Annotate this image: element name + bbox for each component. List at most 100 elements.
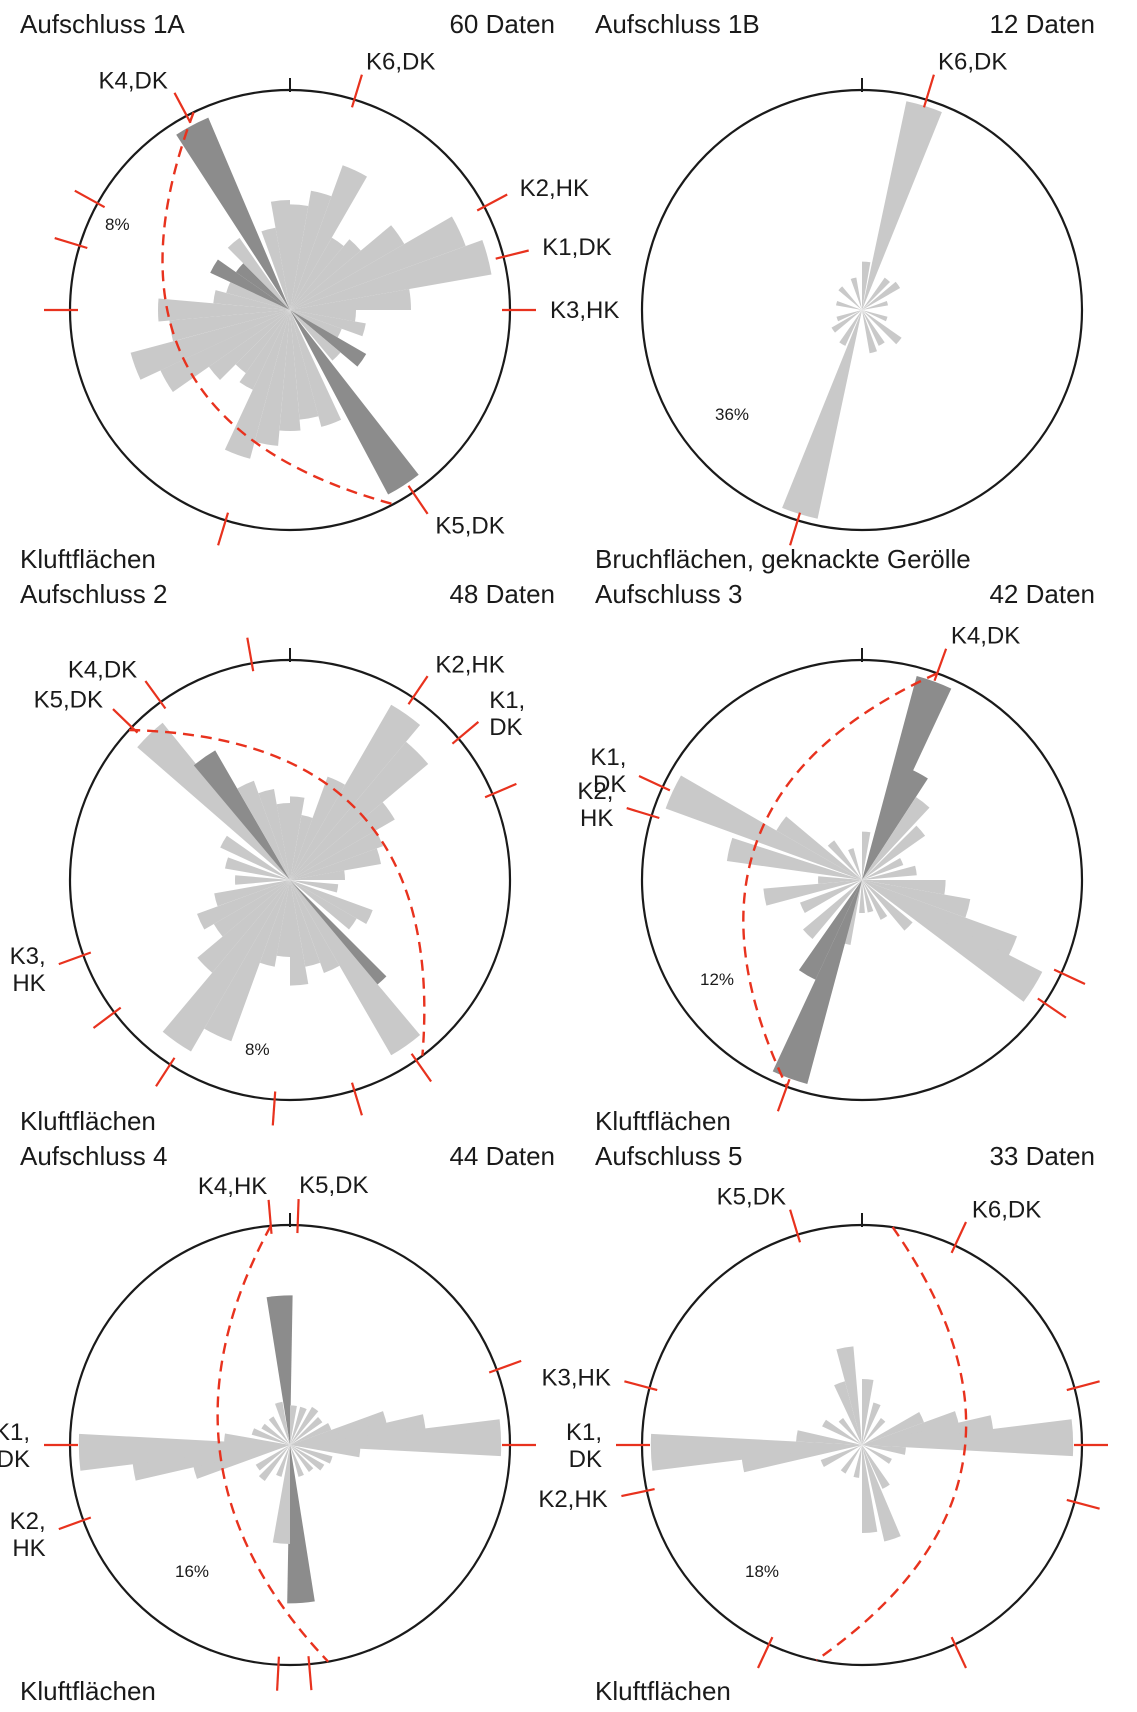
rose-petal — [261, 1423, 290, 1445]
set-tick — [173, 92, 192, 124]
set-tick — [776, 1078, 791, 1112]
set-label: K2,HK — [577, 778, 613, 832]
rose-petal — [213, 290, 290, 310]
rose-petal — [225, 857, 290, 880]
panel-caption: Kluftflächen — [595, 1106, 731, 1136]
set-tick — [267, 1199, 273, 1234]
set-tick — [789, 1209, 802, 1243]
great-circle-arc — [161, 111, 394, 506]
set-label: K5,DK — [435, 513, 504, 540]
rose-petal — [839, 310, 862, 346]
rose-petal — [862, 310, 902, 345]
data-count: 12 Daten — [989, 9, 1095, 39]
rose-petal — [290, 880, 339, 893]
rose-petal — [290, 204, 309, 310]
rose-petal — [853, 1445, 862, 1478]
rose-petal — [796, 1430, 862, 1445]
rose-petal — [130, 310, 290, 380]
scale-percent-label: 12% — [700, 970, 734, 989]
rose-petal — [192, 1445, 290, 1479]
rose-petal — [290, 1405, 297, 1445]
set-tick — [638, 775, 671, 792]
panel-caption: Kluftflächen — [20, 1676, 156, 1706]
rose-petal — [862, 831, 871, 880]
rose-petal — [836, 1346, 862, 1445]
rose-petal — [270, 200, 290, 310]
scale-percent-label: 8% — [245, 1040, 270, 1059]
set-label: K4,DK — [951, 623, 1020, 650]
rose-petal — [276, 803, 290, 880]
set-tick — [1037, 997, 1067, 1019]
panel-title: Aufschluss 3 — [595, 579, 742, 609]
rose-petal — [223, 1433, 290, 1445]
rose-plot: K6,DK 36% — [640, 48, 1084, 546]
rose-petal — [290, 240, 492, 310]
panel-title: Aufschluss 1A — [20, 9, 185, 39]
set-label: K2,HK — [10, 1508, 46, 1562]
rose-petal — [290, 310, 341, 361]
rose-petal — [862, 880, 913, 931]
rose-petal — [862, 865, 917, 880]
set-tick — [350, 1082, 363, 1116]
set-label: K5,DK — [299, 1172, 368, 1199]
rose-petal — [290, 1411, 388, 1445]
rose-petal — [290, 310, 342, 427]
rose-petal — [800, 880, 862, 913]
rose-petal — [290, 848, 381, 880]
rose-petal — [255, 1445, 290, 1471]
data-count: 60 Daten — [449, 9, 555, 39]
set-tick — [144, 680, 167, 710]
rose-petal — [862, 1412, 924, 1445]
set-label: K1,DK — [590, 744, 626, 798]
rose-petal — [798, 880, 862, 980]
rose-petal — [290, 225, 405, 310]
panel-caption: Bruchflächen, geknackte Gerölle — [595, 544, 971, 574]
set-label: K3,HK — [10, 943, 46, 997]
rose-petal — [290, 880, 387, 992]
set-label: K4,HK — [198, 1173, 267, 1200]
rose-petal — [862, 880, 946, 895]
set-tick — [276, 1656, 280, 1691]
rose-petal — [838, 1418, 862, 1445]
panel-aufschluss-4: Aufschluss 4 44 Daten Kluftflächen K4,HK… — [0, 1141, 555, 1706]
rose-petal — [862, 880, 874, 913]
rose-petal — [862, 261, 871, 310]
panel-aufschluss-1b: Aufschluss 1B 12 Daten Bruchflächen, gek… — [595, 9, 1095, 574]
set-label: K5,DK — [34, 686, 103, 713]
set-tick — [307, 1656, 313, 1691]
set-tick — [484, 782, 517, 799]
rose-petal — [290, 165, 367, 310]
panel-aufschluss-1a: Aufschluss 1A 60 Daten Kluftflächen K6,D… — [20, 9, 619, 574]
rose-petal — [772, 880, 862, 1084]
rose-petal — [840, 1445, 862, 1474]
rose-petal — [838, 286, 862, 310]
rose-petal — [862, 1445, 906, 1455]
set-tick — [410, 1053, 433, 1083]
rose-petal — [290, 880, 340, 973]
rose-petal — [290, 1445, 325, 1471]
rose-petal — [782, 310, 862, 519]
set-tick — [271, 1091, 277, 1126]
rose-petal — [290, 830, 383, 880]
rose-plot: K4,HK K5,DK K1, DK K2, HK 16% — [0, 1172, 536, 1691]
set-tick — [757, 1636, 774, 1669]
rose-petal — [162, 880, 290, 1052]
rose-petal — [254, 310, 290, 446]
rose-petal — [197, 880, 290, 930]
rose-petal — [227, 237, 290, 310]
rose-petal — [237, 780, 290, 880]
rose-petal — [290, 741, 429, 880]
rose-petal — [258, 1445, 290, 1481]
rose-petal — [290, 310, 357, 322]
rose-petal — [290, 880, 357, 930]
set-label: K2,HK — [520, 175, 589, 202]
set-tick — [488, 1359, 522, 1374]
rose-petal — [862, 1418, 886, 1445]
rose-petal — [859, 880, 865, 914]
set-tick — [58, 951, 92, 966]
rose-petal — [834, 1381, 862, 1445]
set-tick — [950, 1636, 967, 1669]
rose-petal — [224, 310, 290, 459]
rose-petal — [258, 789, 290, 880]
set-tick — [350, 74, 363, 108]
